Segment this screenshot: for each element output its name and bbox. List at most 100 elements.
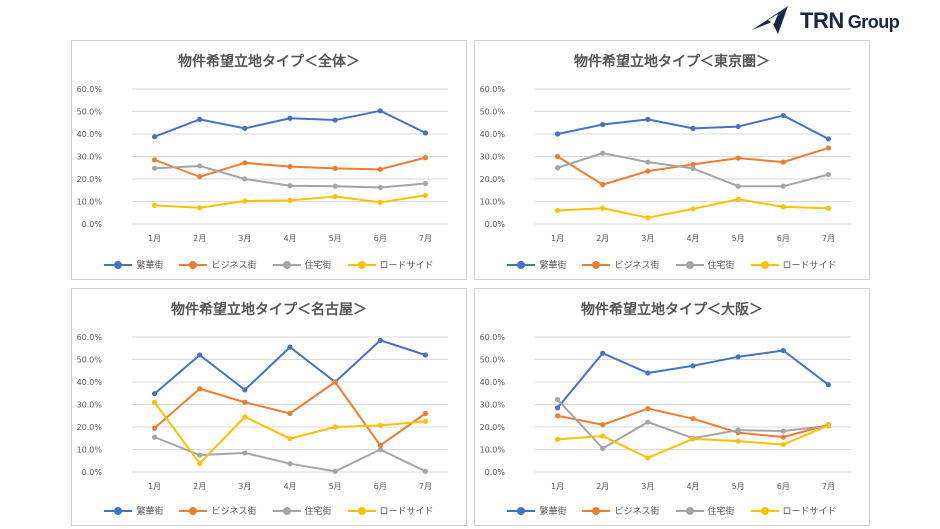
chart-title: 物件希望立地タイプ＜東京圏＞ (574, 54, 770, 70)
legend-swatch (179, 506, 208, 516)
x-tick-label: 5月 (329, 234, 342, 243)
legend-item-jutaku: 住宅街 (272, 258, 332, 271)
data-point-business (197, 386, 203, 392)
legend-item-hankagai: 繁華街 (507, 258, 566, 271)
x-tick-label: 7月 (419, 482, 432, 491)
chart-legend: 繁華街 ビジネス街 住宅街 ロードサイド (72, 258, 466, 271)
legend-swatch (507, 506, 536, 516)
x-tick-label: 6月 (374, 234, 387, 243)
x-tick-label: 4月 (283, 234, 296, 243)
data-point-business (690, 161, 696, 167)
data-point-roadside (287, 436, 293, 442)
data-point-business (780, 159, 786, 165)
x-tick-label: 5月 (329, 482, 342, 491)
x-tick-label: 4月 (686, 234, 699, 243)
legend-label: 繁華街 (136, 261, 164, 271)
data-point-roadside (780, 441, 786, 448)
y-tick-label: 60.0% (77, 333, 103, 342)
legend-item-jutaku: 住宅街 (675, 258, 735, 271)
data-point-roadside (377, 199, 383, 205)
data-point-hankagai (151, 134, 158, 140)
legend-item-jutaku: 住宅街 (272, 504, 332, 517)
y-tick-label: 10.0% (77, 446, 103, 455)
x-tick-label: 1月 (148, 482, 161, 491)
chart-title: 物件希望立地タイプ＜大阪＞ (581, 302, 763, 318)
data-point-hankagai (332, 117, 338, 123)
data-point-jutaku (242, 450, 248, 456)
data-point-jutaku (554, 165, 561, 171)
legend-item-roadside: ロードサイド (347, 504, 434, 517)
legend-swatch (347, 506, 376, 516)
data-point-hankagai (377, 337, 383, 343)
data-point-roadside (242, 414, 248, 420)
legend-label: 住宅街 (707, 261, 735, 271)
series-line-business (557, 407, 829, 439)
data-point-roadside (690, 436, 696, 442)
legend-item-roadside: ロードサイド (347, 258, 434, 271)
data-point-roadside (645, 455, 651, 461)
y-tick-label: 0.0% (485, 468, 506, 477)
data-point-roadside (825, 422, 832, 429)
data-point-jutaku (735, 183, 741, 189)
data-point-jutaku (690, 165, 696, 172)
legend-label: ビジネス街 (211, 507, 257, 517)
legend-item-hankagai: 繁華街 (104, 258, 163, 271)
data-point-hankagai (151, 391, 158, 397)
legend-swatch (675, 260, 704, 270)
chart-panel-osaka: 物件希望立地タイプ＜大阪＞ 0.0% 10.0% 20.0% 30.0% 40.0% 50… (474, 288, 870, 526)
legend-swatch (750, 260, 779, 270)
data-point-business (332, 165, 338, 172)
legend-label: 住宅街 (304, 507, 332, 517)
legend-swatch (272, 260, 301, 270)
chart-title: 物件希望立地タイプ＜全体＞ (178, 54, 360, 70)
data-point-hankagai (690, 125, 696, 131)
data-point-jutaku (332, 468, 338, 474)
x-tick-label: 7月 (419, 234, 432, 243)
legend-label: ビジネス街 (614, 507, 660, 517)
legend-item-business: ビジネス街 (179, 258, 257, 271)
data-point-hankagai (600, 121, 606, 128)
legend-label: ロードサイド (782, 261, 837, 271)
y-tick-label: 50.0% (480, 356, 506, 365)
data-point-jutaku (332, 183, 338, 189)
data-point-jutaku (197, 452, 203, 458)
data-point-business (554, 413, 561, 419)
x-tick-label: 3月 (238, 234, 251, 243)
y-tick-label: 10.0% (77, 198, 103, 207)
data-point-jutaku (422, 180, 429, 187)
data-point-jutaku (151, 434, 158, 440)
trn-logo-mark-icon (752, 6, 788, 34)
legend-item-business: ビジネス街 (582, 504, 660, 517)
data-point-roadside (690, 206, 696, 212)
legend-label: 繁華街 (136, 507, 164, 517)
data-point-business (287, 410, 293, 417)
legend-item-business: ビジネス街 (582, 258, 660, 271)
x-tick-label: 6月 (777, 482, 790, 491)
data-point-hankagai (422, 130, 429, 136)
data-point-hankagai (287, 344, 293, 350)
data-point-business (377, 166, 383, 172)
data-point-business (242, 160, 248, 166)
data-point-hankagai (735, 354, 741, 360)
data-point-business (151, 425, 158, 431)
x-tick-label: 6月 (374, 482, 387, 491)
line-chart: 0.0% 10.0% 20.0% 30.0% 40.0% 50.0% 60.0% 1月 2月 3月… (77, 333, 448, 491)
legend-item-hankagai: 繁華街 (104, 504, 163, 517)
data-point-jutaku (600, 150, 606, 156)
y-tick-label: 60.0% (480, 85, 506, 94)
data-point-jutaku (780, 183, 786, 189)
y-tick-label: 0.0% (82, 468, 103, 477)
y-tick-label: 20.0% (77, 423, 103, 432)
line-chart: 0.0% 10.0% 20.0% 30.0% 40.0% 50.0% 60.0% 1月 2月 3月… (77, 85, 448, 243)
data-point-jutaku (377, 184, 383, 191)
legend-swatch (104, 506, 133, 516)
data-point-jutaku (151, 165, 158, 171)
x-tick-label: 3月 (641, 234, 654, 243)
y-tick-label: 40.0% (480, 130, 506, 139)
y-tick-label: 10.0% (480, 446, 506, 455)
legend-label: ロードサイド (782, 507, 837, 517)
line-chart: 0.0% 10.0% 20.0% 30.0% 40.0% 50.0% 60.0% 1月 2月 3月… (480, 85, 851, 243)
legend-swatch (675, 506, 704, 516)
data-point-jutaku (735, 427, 741, 433)
data-point-roadside (377, 422, 383, 429)
